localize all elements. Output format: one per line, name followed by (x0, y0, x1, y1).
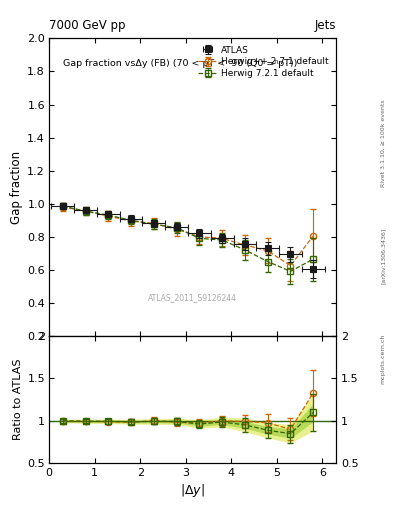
Text: Rivet 3.1.10, ≥ 100k events: Rivet 3.1.10, ≥ 100k events (381, 99, 386, 187)
Text: mcplots.cern.ch: mcplots.cern.ch (381, 333, 386, 383)
Text: [arXiv:1306.3436]: [arXiv:1306.3436] (381, 228, 386, 284)
X-axis label: $|\Delta y|$: $|\Delta y|$ (180, 482, 205, 499)
Y-axis label: Gap fraction: Gap fraction (10, 151, 23, 224)
Y-axis label: Ratio to ATLAS: Ratio to ATLAS (13, 359, 23, 440)
Text: Jets: Jets (314, 19, 336, 32)
Legend: ATLAS, Herwig++ 2.7.1 default, Herwig 7.2.1 default: ATLAS, Herwig++ 2.7.1 default, Herwig 7.… (195, 43, 332, 81)
Text: ATLAS_2011_S9126244: ATLAS_2011_S9126244 (148, 293, 237, 302)
Text: 7000 GeV pp: 7000 GeV pp (49, 19, 126, 32)
Text: Gap fraction vsΔy (FB) (70 < pT <  90 (Q0 =ⁿpT)): Gap fraction vsΔy (FB) (70 < pT < 90 (Q0… (64, 59, 298, 68)
